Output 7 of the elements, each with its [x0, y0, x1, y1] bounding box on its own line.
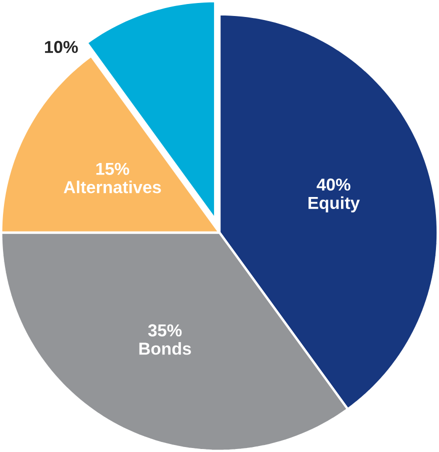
slice-label: Equity — [308, 196, 360, 212]
slice-label: Alternatives — [64, 180, 161, 194]
data-label: 15% — [96, 162, 130, 175]
data-label: 10% — [45, 40, 78, 54]
data-label: 35% — [148, 324, 182, 336]
slice-label: Bonds — [139, 342, 191, 355]
data-label: 40% — [316, 178, 350, 191]
